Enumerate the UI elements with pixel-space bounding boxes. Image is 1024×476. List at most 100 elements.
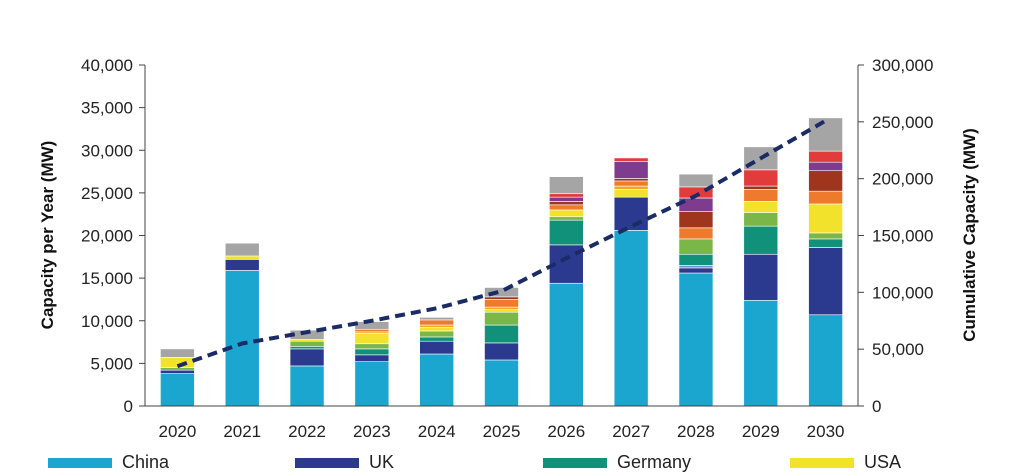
bar-segment [808, 314, 843, 407]
bar-segment [419, 317, 454, 321]
right-tick-label: 150,000 [872, 227, 933, 246]
bar-segment [549, 209, 584, 218]
bar-segment [613, 189, 649, 198]
left-tick-label: 25,000 [81, 184, 133, 203]
bar-segment [613, 180, 649, 187]
left-tick-label: 20,000 [81, 227, 133, 246]
bar-segment [743, 225, 779, 255]
bar-segment [678, 265, 714, 269]
bar-segment [419, 330, 454, 338]
bar-segment [678, 267, 714, 274]
bar-segment [808, 238, 843, 248]
bar-segment [549, 216, 584, 221]
bar-segment [743, 169, 779, 187]
bar-segment [160, 367, 195, 371]
left-tick-label: 5,000 [90, 354, 133, 373]
bar-segment [160, 348, 195, 358]
bar-segment [354, 343, 390, 350]
bar-segment [224, 270, 260, 407]
legend-label: China [122, 452, 170, 472]
bar-segment [419, 327, 454, 332]
x-tick-label: 2028 [677, 422, 715, 441]
bar-segment [743, 189, 779, 202]
bar-segment [484, 299, 519, 308]
bar-segment [224, 259, 260, 271]
bar-segment [289, 365, 325, 407]
legend-label: USA [864, 452, 901, 472]
bar-segment [354, 348, 390, 356]
bar-segment [419, 319, 454, 326]
bar-segment [484, 309, 519, 313]
right-tick-label: 200,000 [872, 170, 933, 189]
x-tick-label: 2026 [547, 422, 585, 441]
legend-swatch [543, 458, 607, 468]
bar-segment [160, 369, 195, 374]
x-tick-label: 2022 [288, 422, 326, 441]
bar-segment [419, 340, 454, 355]
bar-segment [613, 157, 649, 162]
bar-segment [549, 193, 584, 198]
bar-segment [224, 242, 260, 257]
bar-segment [743, 201, 779, 213]
bar-segment [354, 328, 390, 333]
bar-segment [808, 247, 843, 316]
bar-segment [678, 253, 714, 266]
cumulative-line [176, 118, 827, 369]
bar-segment [808, 232, 843, 240]
bar-segment [808, 203, 843, 234]
bar-segment [484, 287, 519, 298]
bar-segment [484, 296, 519, 300]
bar-segment [808, 161, 843, 172]
left-tick-label: 30,000 [81, 141, 133, 160]
bar-segment [484, 342, 519, 361]
bar-segment [419, 353, 454, 407]
x-tick-label: 2024 [418, 422, 456, 441]
bar-segment [160, 373, 195, 407]
bar-segment [549, 204, 584, 211]
bar-segment [743, 253, 779, 301]
right-tick-label: 100,000 [872, 283, 933, 302]
right-tick-label: 250,000 [872, 113, 933, 132]
left-tick-label: 15,000 [81, 269, 133, 288]
x-axis-ticks: 2020 2021 2022 2023 2024 2025 2026 2027 2028 2029… [145, 405, 858, 441]
right-tick-label: 0 [872, 397, 881, 416]
bar-segment [613, 161, 649, 179]
x-tick-label: 2021 [223, 422, 261, 441]
cumulative-line-group [176, 118, 827, 369]
bar-segment [549, 196, 584, 202]
bar-segment [743, 299, 779, 407]
bar-segment [484, 359, 519, 407]
right-tick-label: 300,000 [872, 56, 933, 75]
legend-swatch [790, 458, 854, 468]
x-tick-label: 2027 [612, 422, 650, 441]
left-tick-label: 0 [124, 397, 133, 416]
bar-segment [289, 340, 325, 347]
bar-segment [808, 190, 843, 205]
bar-segment [484, 324, 519, 344]
left-tick-label: 10,000 [81, 312, 133, 331]
bar-segment [549, 176, 584, 195]
bar-segment [549, 282, 584, 407]
x-tick-label: 2029 [742, 422, 780, 441]
bar-segment [549, 219, 584, 246]
legend-label: Germany [617, 452, 691, 472]
legend-swatch [295, 458, 359, 468]
bar-segment [743, 212, 779, 227]
x-tick-label: 2030 [807, 422, 845, 441]
right-tick-label: 50,000 [872, 340, 924, 359]
bar-segment [613, 185, 649, 190]
bar-segment [613, 230, 649, 407]
bar-segment [678, 173, 714, 188]
bar-segment [678, 238, 714, 255]
legend-label: UK [369, 452, 394, 472]
left-axis: 0 5,000 10,000 15,000 20,000 25,000 30,000 35,0… [81, 56, 146, 416]
bar-segment [484, 311, 519, 326]
bar-segment [354, 354, 390, 362]
bar-segment [808, 170, 843, 192]
bar-segment [354, 333, 390, 345]
bar-stack-group [160, 117, 843, 407]
legend: China UK Germany USA [48, 452, 901, 472]
right-axis: 0 50,000 100,000 150,000 200,000 250,000 300,0… [857, 56, 933, 416]
left-tick-label: 40,000 [81, 56, 133, 75]
bar-segment [224, 255, 260, 260]
